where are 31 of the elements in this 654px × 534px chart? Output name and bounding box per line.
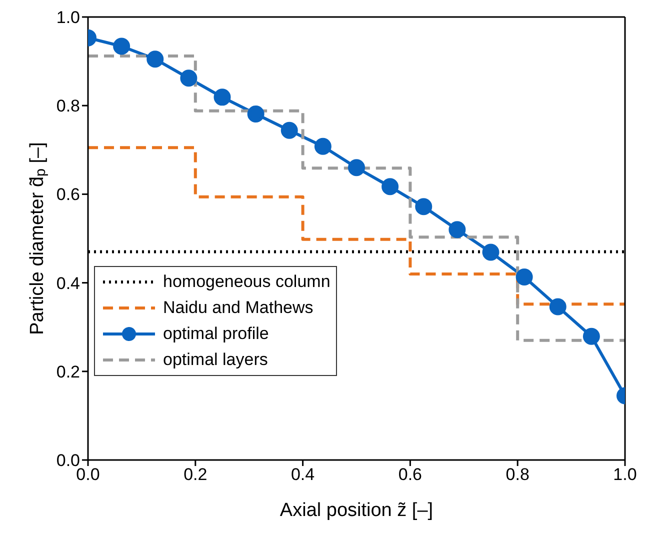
point [582,328,600,345]
legend-label: homogeneous column [163,272,330,292]
point [549,298,566,316]
y-tick-label: 0.2 [56,362,80,382]
point [415,198,432,216]
legend-label: optimal profile [163,324,269,344]
point [180,70,198,87]
x-tick-label: 0.2 [184,465,208,484]
point [280,122,298,139]
x-tick-label: 0.0 [76,465,100,484]
point [516,268,533,286]
legend-label: Naidu and Mathews [163,298,314,318]
legend-label: optimal layers [163,350,268,370]
x-tick-label: 0.8 [506,465,530,484]
point [448,221,466,238]
x-tick-label: 1.0 [613,465,637,484]
y-tick-label: 0.6 [56,185,80,204]
x-axis-title: Axial position z̃ [–] [280,500,434,521]
y-tick-label: 1.0 [56,8,80,28]
x-tick-label: 0.4 [290,465,315,484]
point [214,88,231,106]
y-tick-label: 0.8 [56,96,80,116]
point [382,178,399,196]
point [113,38,130,55]
x-tick-label: 0.6 [398,465,422,484]
point [482,244,500,261]
y-tick-label: 0.4 [56,274,80,293]
point [247,106,264,123]
point [348,159,365,176]
point [146,50,164,68]
point [314,138,332,155]
